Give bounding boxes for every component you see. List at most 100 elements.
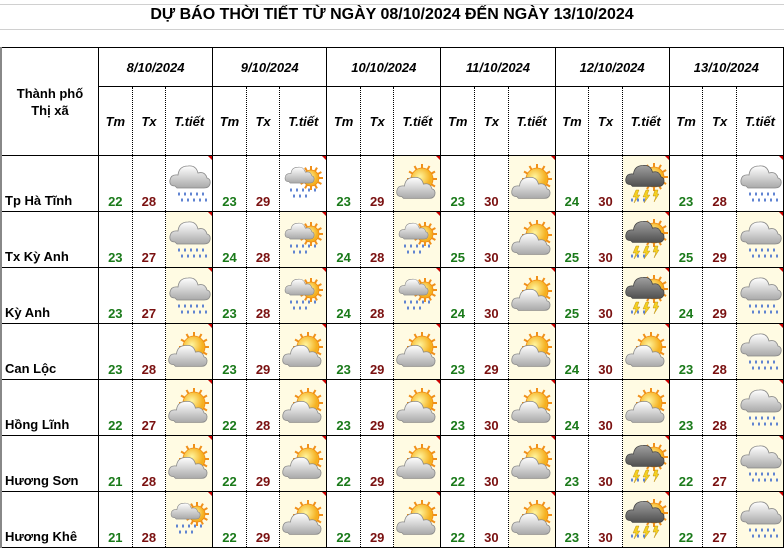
- date-header: 9/10/2024: [212, 47, 328, 87]
- city-name: Tp Hà Tĩnh: [0, 155, 99, 212]
- tmax-value: 30: [474, 491, 509, 548]
- sun-cloud-rain-icon: [279, 211, 328, 268]
- tmax-value: 28: [246, 267, 281, 324]
- tmax-value: 29: [702, 267, 737, 324]
- tmin-header: Tm: [668, 86, 704, 156]
- tmin-value: 25: [554, 267, 590, 324]
- city-name: Can Lộc: [0, 323, 99, 380]
- tmin-value: 23: [326, 155, 361, 212]
- tmin-value: 22: [440, 435, 476, 492]
- tmin-value: 23: [326, 323, 361, 380]
- tmax-value: 29: [360, 435, 395, 492]
- tmax-value: 29: [474, 323, 509, 380]
- sun-cloud-rain-icon: [165, 491, 214, 548]
- comment-marker: [322, 324, 327, 328]
- tmin-value: 22: [326, 435, 361, 492]
- sun-behind-cloud-icon: [508, 323, 556, 380]
- tmin-value: 24: [326, 211, 361, 268]
- comment-marker: [550, 268, 555, 272]
- comment-marker: [664, 212, 669, 216]
- tmax-value: 28: [246, 379, 281, 436]
- table-row: Can Lộc 23 28 23 29 23 29 23 29 24 30 23 28: [0, 323, 784, 380]
- sun-behind-cloud-icon: [622, 323, 670, 380]
- comment-marker: [436, 436, 441, 440]
- sun-behind-cloud-icon: [622, 379, 670, 436]
- comment-marker: [208, 436, 213, 440]
- comment-marker: [436, 268, 441, 272]
- sun-cloud-rain-icon: [279, 267, 328, 324]
- sun-behind-cloud-icon: [508, 211, 556, 268]
- tmax-header: Tx: [702, 86, 737, 156]
- comment-marker: [322, 212, 327, 216]
- sun-behind-cloud-icon: [279, 323, 328, 380]
- tmax-value: 29: [360, 379, 395, 436]
- tmax-header: Tx: [474, 86, 509, 156]
- tmax-value: 28: [132, 435, 167, 492]
- sun-cloud-rain-icon: [393, 211, 442, 268]
- sun-behind-cloud-icon: [165, 435, 214, 492]
- tmax-value: 30: [474, 379, 509, 436]
- spreadsheet-gridline: [0, 29, 784, 30]
- rain-cloud-icon: [736, 491, 784, 548]
- tmax-value: 28: [246, 211, 281, 268]
- table-row: Tx Kỳ Anh 23 27 24 28 24 28 25 30 25 30 25 29: [0, 211, 784, 268]
- tmax-value: 29: [360, 155, 395, 212]
- comment-marker: [779, 324, 783, 328]
- weather-header: T.tiết: [736, 86, 784, 156]
- comment-marker: [436, 324, 441, 328]
- tmin-value: 22: [668, 491, 704, 548]
- comment-marker: [664, 492, 669, 496]
- comment-marker: [322, 492, 327, 496]
- tmax-value: 30: [474, 211, 509, 268]
- forecast-table: Thành phố Thị xã 8/10/2024 9/10/2024 10/10…: [0, 47, 784, 548]
- city-name: Tx Kỳ Anh: [0, 211, 99, 268]
- comment-marker: [322, 268, 327, 272]
- tmin-value: 24: [554, 379, 590, 436]
- tmax-value: 27: [132, 211, 167, 268]
- date-header: 11/10/2024: [440, 47, 556, 87]
- tmax-value: 29: [702, 211, 737, 268]
- tmax-value: 29: [246, 491, 281, 548]
- city-name: Hồng Lĩnh: [0, 379, 99, 436]
- tmin-header: Tm: [212, 86, 247, 156]
- tmax-value: 30: [588, 323, 623, 380]
- tmax-value: 29: [246, 435, 281, 492]
- rain-cloud-icon: [736, 211, 784, 268]
- tmin-value: 22: [440, 491, 476, 548]
- comment-marker: [436, 156, 441, 160]
- date-header: 12/10/2024: [554, 47, 670, 87]
- sun-behind-cloud-icon: [508, 155, 556, 212]
- sun-behind-cloud-icon: [393, 323, 442, 380]
- tmax-value: 29: [360, 323, 395, 380]
- tmax-value: 28: [360, 267, 395, 324]
- tmax-value: 27: [132, 379, 167, 436]
- tmin-header: Tm: [326, 86, 361, 156]
- rain-cloud-icon: [165, 211, 214, 268]
- weather-header: T.tiết: [622, 86, 670, 156]
- tmax-value: 27: [702, 435, 737, 492]
- rain-cloud-icon: [736, 323, 784, 380]
- tmax-value: 30: [588, 491, 623, 548]
- tmax-value: 30: [474, 155, 509, 212]
- comment-marker: [436, 492, 441, 496]
- comment-marker: [436, 212, 441, 216]
- tmin-value: 23: [97, 211, 133, 268]
- comment-marker: [208, 324, 213, 328]
- tmin-value: 24: [212, 211, 247, 268]
- comment-marker: [664, 436, 669, 440]
- comment-marker: [322, 156, 327, 160]
- tmax-value: 28: [702, 323, 737, 380]
- tmin-value: 25: [554, 211, 590, 268]
- tmax-value: 29: [360, 491, 395, 548]
- table-row: Hương Khê 21 28 22 29 22 29 22 30 23 30 22 27: [0, 491, 784, 548]
- city-name: Kỳ Anh: [0, 267, 99, 324]
- tmin-value: 22: [212, 491, 247, 548]
- sun-behind-cloud-icon: [393, 435, 442, 492]
- sun-behind-cloud-icon: [508, 267, 556, 324]
- tmax-value: 30: [588, 211, 623, 268]
- sun-behind-cloud-icon: [165, 379, 214, 436]
- tmax-value: 30: [588, 435, 623, 492]
- tmin-value: 23: [212, 323, 247, 380]
- spreadsheet-gridline: [0, 0, 784, 5]
- sun-behind-cloud-icon: [279, 379, 328, 436]
